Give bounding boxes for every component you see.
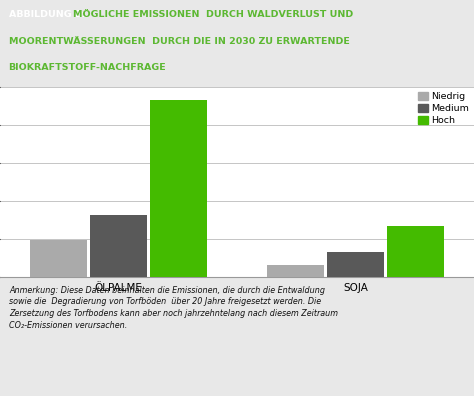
Legend: Niedrig, Medium, Hoch: Niedrig, Medium, Hoch bbox=[418, 92, 469, 125]
Text: MÖGLICHE EMISSIONEN  DURCH WALDVERLUST UND: MÖGLICHE EMISSIONEN DURCH WALDVERLUST UN… bbox=[73, 10, 354, 19]
Text: MOORENTWÄSSERUNGEN  DURCH DIE IN 2030 ZU ERWARTENDE: MOORENTWÄSSERUNGEN DURCH DIE IN 2030 ZU … bbox=[9, 36, 349, 46]
Bar bbox=[267, 265, 324, 277]
Bar bbox=[327, 253, 384, 277]
Bar bbox=[90, 215, 147, 277]
Text: Anmerkung: Diese Daten beinhalten die Emissionen, die durch die Entwaldung
sowie: Anmerkung: Diese Daten beinhalten die Em… bbox=[9, 286, 338, 330]
Text: ABBILDUNG 2:: ABBILDUNG 2: bbox=[9, 10, 88, 19]
Bar bbox=[30, 240, 87, 277]
Text: BIOKRAFTSTOFF-NACHFRAGE: BIOKRAFTSTOFF-NACHFRAGE bbox=[9, 63, 166, 72]
Bar bbox=[387, 226, 444, 277]
Bar bbox=[150, 101, 207, 277]
